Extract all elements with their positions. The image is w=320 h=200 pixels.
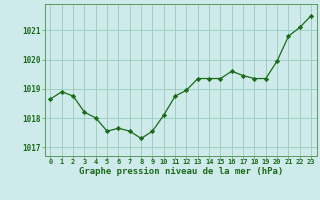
X-axis label: Graphe pression niveau de la mer (hPa): Graphe pression niveau de la mer (hPa) — [79, 167, 283, 176]
